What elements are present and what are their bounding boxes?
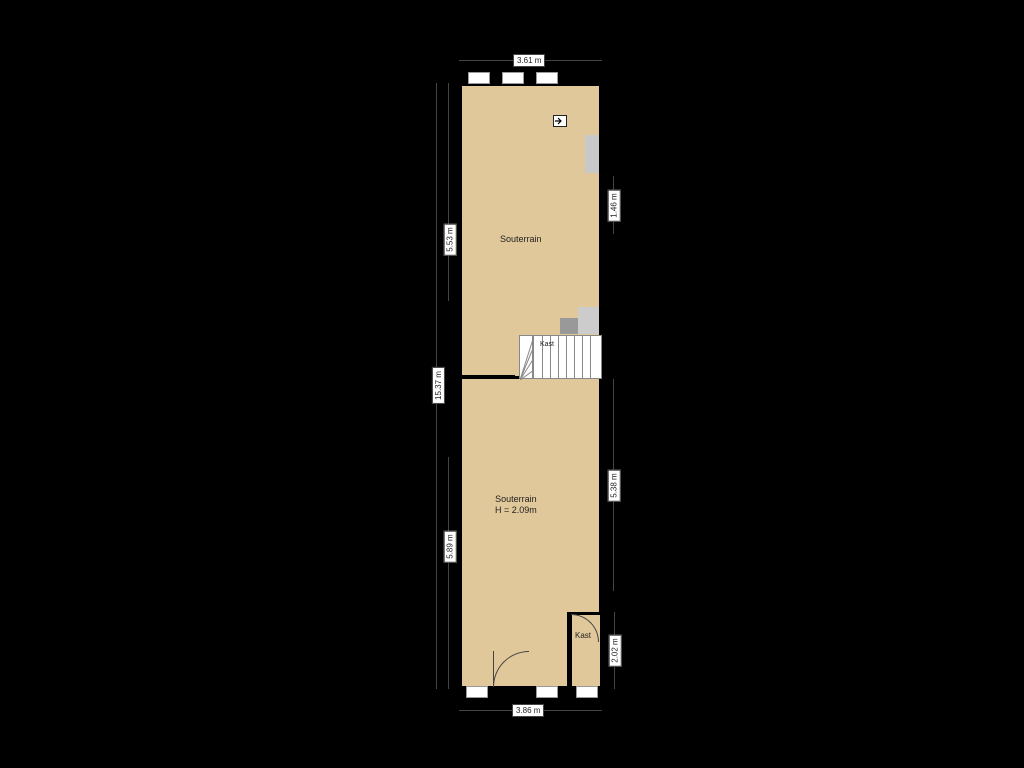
window-bottom-3 bbox=[576, 686, 598, 698]
dimline-top-left bbox=[448, 83, 449, 301]
window-top-1 bbox=[468, 72, 490, 84]
entry-icon bbox=[553, 115, 567, 127]
window-bottom-1 bbox=[466, 686, 488, 698]
floorplan-canvas: Souterrain Souterrain H = 2.09m Kast Kas… bbox=[0, 0, 1024, 768]
label-room-lower-line1: Souterrain bbox=[495, 494, 537, 504]
label-room-upper: Souterrain bbox=[500, 234, 542, 245]
stair-radial bbox=[519, 335, 533, 379]
dim-top-right: 1.46 m bbox=[608, 189, 621, 221]
dim-top-left: 5.53 m bbox=[444, 223, 457, 255]
dimline-bottom-left bbox=[448, 457, 449, 689]
window-top-2 bbox=[502, 72, 524, 84]
fixture-mid-1 bbox=[578, 307, 599, 334]
label-kast-bottom: Kast bbox=[575, 630, 591, 641]
label-kast-top: Kast bbox=[540, 339, 554, 350]
door-leaf-bottom bbox=[493, 651, 494, 687]
dim-left-overall: 15.37 m bbox=[432, 367, 445, 404]
window-bottom-2 bbox=[536, 686, 558, 698]
fixture-mid-2 bbox=[560, 318, 578, 334]
label-room-lower: Souterrain H = 2.09m bbox=[495, 494, 537, 516]
window-top-3 bbox=[536, 72, 558, 84]
dim-bottom-left: 5.89 m bbox=[444, 530, 457, 562]
dim-closet-right: 2.02 m bbox=[609, 634, 622, 666]
fixture-upper-1 bbox=[585, 135, 599, 173]
dim-mid-right: 5.38 m bbox=[608, 469, 621, 501]
dim-bottom: 3.86 m bbox=[512, 704, 544, 717]
dim-top: 3.61 m bbox=[513, 54, 545, 67]
label-room-lower-line2: H = 2.09m bbox=[495, 505, 537, 515]
